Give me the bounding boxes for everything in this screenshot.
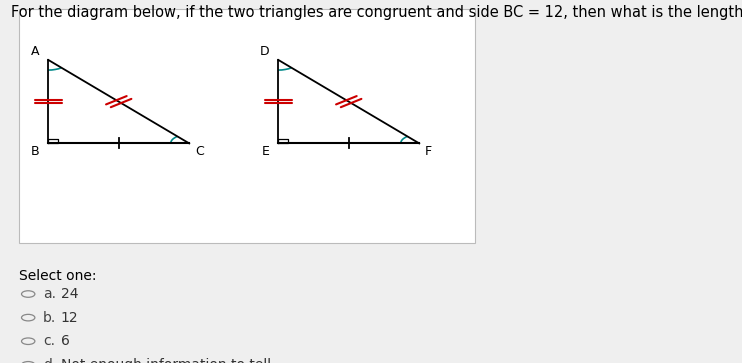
Text: F: F [425,145,433,158]
Text: For the diagram below, if the two triangles are congruent and side BC = 12, then: For the diagram below, if the two triang… [11,5,742,20]
Text: a.: a. [43,287,56,301]
FancyBboxPatch shape [19,9,475,243]
Text: C: C [195,145,204,158]
Text: d.: d. [43,358,56,363]
Text: A: A [31,45,39,58]
Text: 12: 12 [61,311,79,325]
Text: c.: c. [43,334,55,348]
Text: Not enough information to tell.: Not enough information to tell. [61,358,275,363]
Text: b.: b. [43,311,56,325]
Text: Select one:: Select one: [19,269,96,283]
Text: 6: 6 [61,334,70,348]
Text: D: D [260,45,269,58]
Text: 24: 24 [61,287,79,301]
Text: E: E [261,145,269,158]
Text: B: B [30,145,39,158]
